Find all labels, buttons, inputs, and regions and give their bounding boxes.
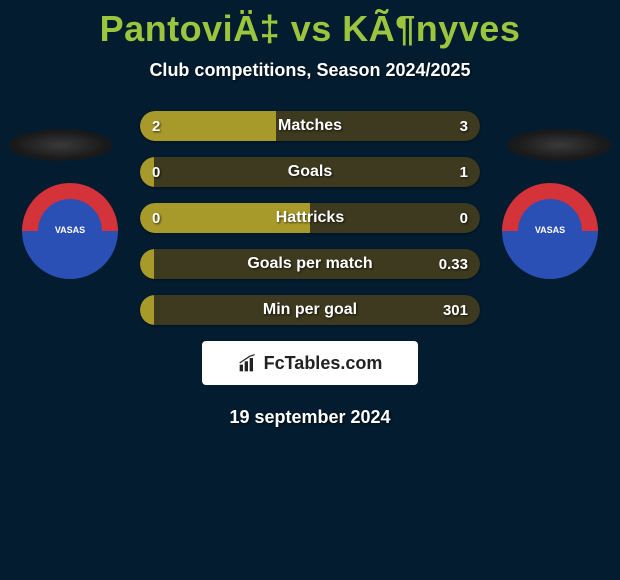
bar-chart-icon xyxy=(238,353,258,373)
player2-shadow xyxy=(507,129,612,161)
comparison-subtitle: Club competitions, Season 2024/2025 xyxy=(0,60,620,81)
badge-text: VASAS xyxy=(55,226,85,236)
stat-bar-label: Goals per match xyxy=(140,249,480,279)
player1-shadow xyxy=(8,129,113,161)
stat-bar-row: 01Goals xyxy=(140,157,480,187)
stat-bar-row: 23Matches xyxy=(140,111,480,141)
stat-bar-label: Matches xyxy=(140,111,480,141)
badge-inner-circle: VASAS xyxy=(518,199,582,263)
player2-club-badge: VASAS xyxy=(502,183,598,279)
stat-bar-label: Hattricks xyxy=(140,203,480,233)
stat-bar-label: Min per goal xyxy=(140,295,480,325)
badge-inner-circle: VASAS xyxy=(38,199,102,263)
stat-bars-container: 23Matches 01Goals 00Hattricks 0.33Goals per… xyxy=(140,111,480,325)
stat-bar-row: 301Min per goal xyxy=(140,295,480,325)
player1-club-badge: VASAS xyxy=(22,183,118,279)
fctables-logo-text: FcTables.com xyxy=(264,353,383,374)
stat-bar-label: Goals xyxy=(140,157,480,187)
fctables-logo-box[interactable]: FcTables.com xyxy=(202,341,418,385)
comparison-title: PantoviÄ‡ vs KÃ¶nyves xyxy=(0,0,620,50)
stat-bar-row: 00Hattricks xyxy=(140,203,480,233)
stat-bar-row: 0.33Goals per match xyxy=(140,249,480,279)
comparison-main: VASAS VASAS 23Matches 01Goals 00Hattricks 0… xyxy=(0,111,620,428)
badge-text: VASAS xyxy=(535,226,565,236)
comparison-date: 19 september 2024 xyxy=(0,407,620,428)
